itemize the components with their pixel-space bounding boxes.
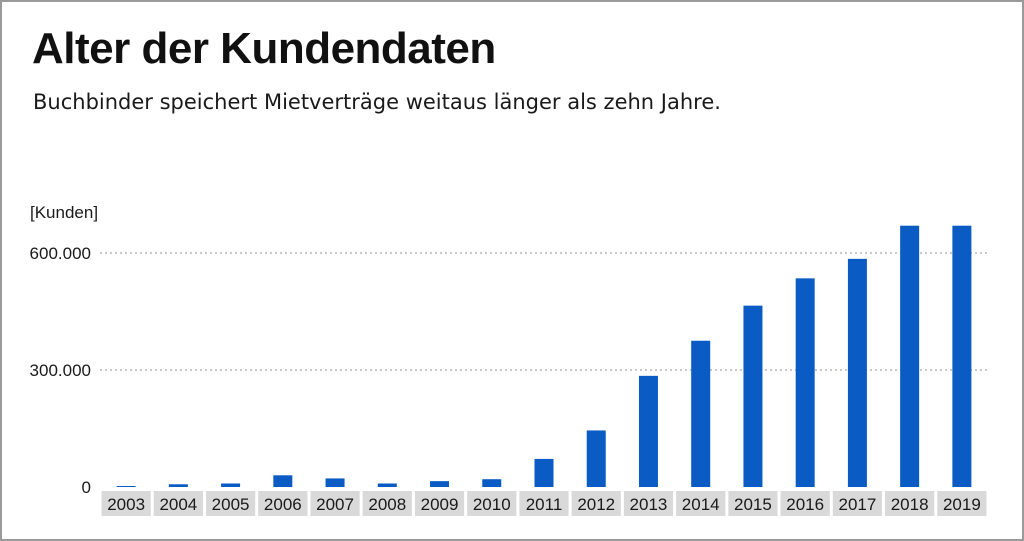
x-tick-background [571,491,621,516]
x-tick-background [205,491,256,516]
x-tick-label-2016: 2016 [786,495,824,514]
x-tick-label-2009: 2009 [421,495,459,514]
y-tick-label: 300.000 [30,361,91,380]
chart-subtitle: Buchbinder speichert Mietverträge weitau… [33,90,721,114]
bar-2018 [900,225,920,487]
x-tick-background [832,491,883,516]
bar-2005 [221,483,241,487]
x-tick-label-2013: 2013 [630,495,668,514]
x-tick-label-2018: 2018 [891,495,929,514]
x-tick-label-2012: 2012 [577,495,615,514]
y-axis-unit-label: [Kunden] [30,203,98,222]
x-tick-background [519,491,569,516]
gridlines [100,252,988,371]
bar-2008 [377,483,397,487]
y-tick-label: 0 [82,478,91,497]
x-tick-label-2017: 2017 [838,495,876,514]
bar-2019 [952,225,972,487]
bar-2007 [325,478,345,487]
x-tick-label-2004: 2004 [159,495,197,514]
bar-2009 [430,481,450,487]
bar-2004 [168,484,188,487]
bar-2015 [743,305,763,487]
x-tick-background [310,491,360,516]
bar-2013 [638,375,658,487]
x-tick-label-2005: 2005 [212,495,250,514]
x-tick-background [780,491,830,516]
x-tick-background [937,491,987,516]
bar-2006 [273,475,293,487]
y-axis-ticks: 0 300.000 600.000 [30,244,91,497]
x-tick-label-2015: 2015 [734,495,772,514]
x-tick-background [258,491,308,516]
x-tick-label-2011: 2011 [526,495,563,514]
bar-2003 [116,486,136,487]
bar-2016 [795,278,815,487]
x-axis-ticks: 2003 2004 2005 2006 2007 2008 2009 2010 2011 2012… [101,491,987,516]
x-tick-label-2007: 2007 [316,495,354,514]
y-tick-label: 600.000 [30,244,91,263]
x-tick-label-2010: 2010 [473,495,511,514]
x-tick-label-2008: 2008 [368,495,406,514]
bars [116,225,972,487]
bar-2011 [534,458,554,487]
x-tick-background [728,491,778,516]
x-tick-label-2019: 2019 [943,495,981,514]
x-tick-label-2006: 2006 [264,495,302,514]
x-tick-label-2014: 2014 [682,495,720,514]
bar-2017 [847,258,867,487]
x-tick-label-2003: 2003 [107,495,145,514]
x-tick-background [885,491,935,516]
chart-title: Alter der Kundendaten [32,24,496,73]
x-tick-background [467,491,517,516]
bar-2014 [691,340,711,487]
x-tick-background [623,491,674,516]
x-tick-background [153,491,203,516]
x-tick-background [362,491,412,516]
bar-2012 [586,430,606,487]
x-tick-background [101,491,151,516]
x-tick-background [414,491,465,516]
bar-2010 [482,479,502,487]
x-tick-background [676,491,726,516]
